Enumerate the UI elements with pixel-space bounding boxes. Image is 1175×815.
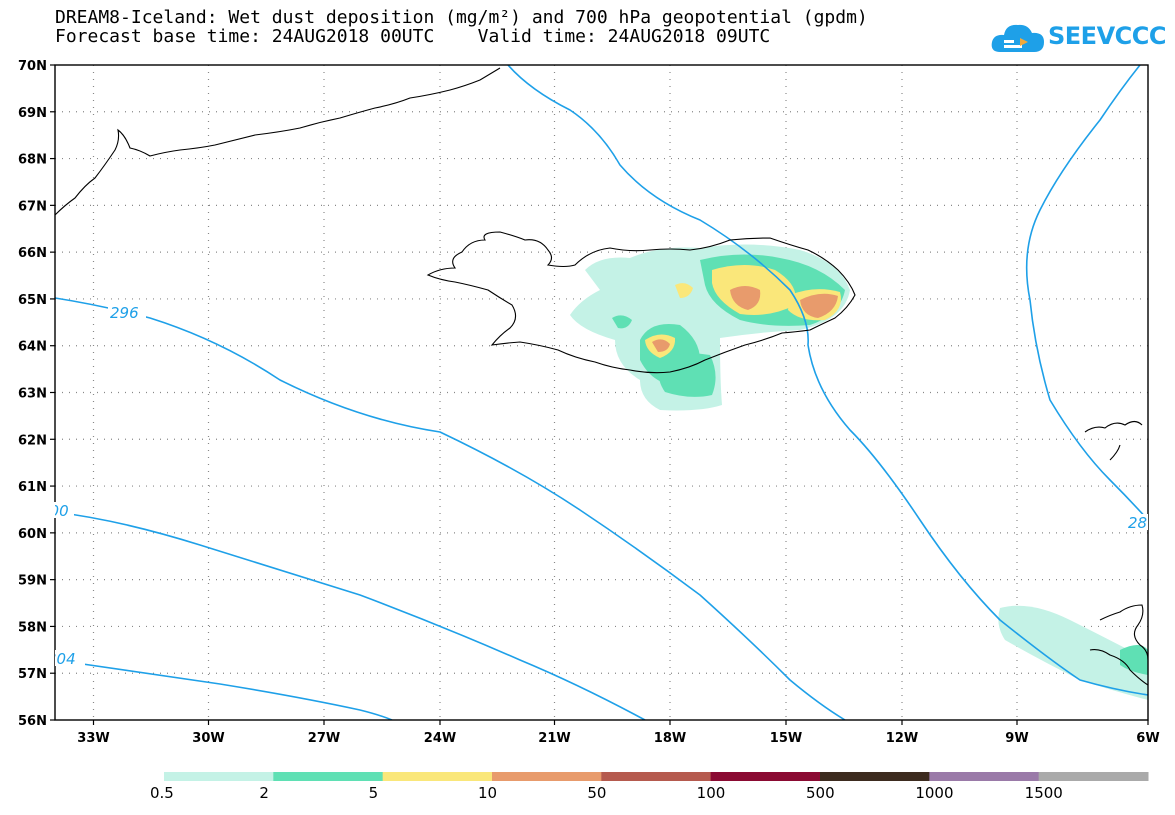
contour-label-300: 300 <box>40 502 69 520</box>
lat-label: 66N <box>18 246 47 261</box>
contour-label-28: 28 <box>1128 514 1147 532</box>
lon-label: 30W <box>192 731 224 746</box>
lon-label: 6W <box>1136 731 1159 746</box>
lat-label: 63N <box>18 387 47 402</box>
colorbar-swatch <box>929 772 1040 781</box>
lat-label: 64N <box>18 340 47 355</box>
colorbar-label: 500 <box>806 784 835 802</box>
coastlines <box>54 67 1149 686</box>
lon-label: 27W <box>308 731 340 746</box>
colorbar-swatch <box>1038 772 1149 781</box>
lon-label: 15W <box>770 731 802 746</box>
colorbar-swatch <box>710 772 821 781</box>
lat-label: 59N <box>18 574 47 589</box>
lat-label: 69N <box>18 106 47 121</box>
colorbar-label: 2 <box>259 784 269 802</box>
lat-label: 68N <box>18 153 47 168</box>
colorbar-swatch <box>492 772 602 781</box>
lon-label: 9W <box>1005 731 1028 746</box>
cloud-logo-icon <box>991 24 1044 52</box>
geopotential-contours <box>55 65 1148 720</box>
graticule <box>55 65 1148 720</box>
contour-label-304: 304 <box>47 650 76 668</box>
colorbar-swatch <box>164 772 274 781</box>
lat-label: 60N <box>18 527 47 542</box>
colorbar-label: 1000 <box>915 784 954 802</box>
lat-label: 57N <box>18 667 47 682</box>
lon-label: 18W <box>654 731 686 746</box>
contour-label-296: 296 <box>110 304 139 322</box>
colorbar-label: 0.5 <box>150 784 174 802</box>
lat-label: 61N <box>18 480 47 495</box>
colorbar-swatch <box>382 772 493 781</box>
lon-label: 21W <box>538 731 570 746</box>
lat-label: 65N <box>18 293 47 308</box>
dust-deposition-field <box>570 244 1148 700</box>
colorbar <box>164 772 1149 781</box>
lat-label: 70N <box>18 59 47 74</box>
colorbar-swatch <box>273 772 384 781</box>
lat-label: 62N <box>18 433 47 448</box>
logo-text: SEEVCCC <box>1048 22 1167 50</box>
colorbar-label: 10 <box>478 784 498 802</box>
lon-label: 33W <box>77 731 109 746</box>
lat-label: 67N <box>18 199 47 214</box>
lon-label: 12W <box>886 731 918 746</box>
lat-label: 58N <box>18 620 47 635</box>
lon-label: 24W <box>424 731 456 746</box>
title-line-2: Forecast base time: 24AUG2018 00UTC Vali… <box>55 26 771 47</box>
colorbar-label: 1500 <box>1024 784 1063 802</box>
colorbar-label: 5 <box>368 784 379 802</box>
colorbar-swatch <box>601 772 712 781</box>
colorbar-swatch <box>820 772 930 781</box>
title-line-1: DREAM8-Iceland: Wet dust deposition (mg/… <box>55 7 868 28</box>
colorbar-label: 100 <box>696 784 726 802</box>
colorbar-label: 50 <box>587 784 607 802</box>
lat-label: 56N <box>18 714 47 729</box>
